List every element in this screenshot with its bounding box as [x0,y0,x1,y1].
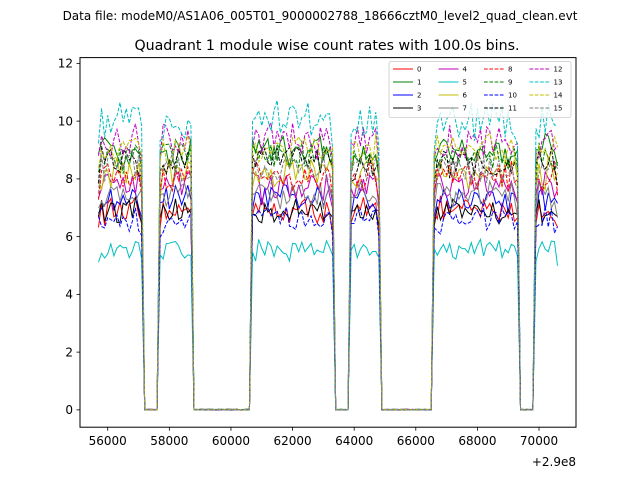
x-tick-label: 58000 [150,434,188,448]
series-line-1 [97,132,559,411]
plot-area: 56000 58000 60000 62000 64000 66000 68000 70000… [58,57,577,469]
x-tick-label: 66000 [397,434,435,448]
series-line-0 [97,195,558,411]
legend-label: 9 [508,79,512,87]
legend-label: 6 [463,92,468,100]
legend-label: 13 [554,79,563,87]
legend-label: 0 [417,66,421,74]
legend-label: 11 [508,105,517,113]
axes-frame [79,57,577,428]
figure-suptitle: Data file: modeM0/AS1A06_005T01_90000027… [63,9,578,23]
y-tick-label: 10 [58,114,73,128]
x-axis-offset-label: +2.9e8 [532,455,576,469]
legend-label: 5 [463,79,467,87]
y-tick-label: 6 [65,230,73,244]
legend-label: 4 [463,66,468,74]
x-tick-label: 70000 [520,434,558,448]
series-line-5 [98,237,559,411]
x-tick-label: 60000 [212,434,250,448]
series-line-7 [98,179,559,411]
series-line-3 [97,197,558,411]
series-line-4 [98,170,558,411]
legend-label: 2 [417,92,421,100]
y-tick-label: 2 [65,345,73,359]
series-line-2 [98,184,558,411]
legend-label: 15 [554,105,563,113]
series-line-14 [97,132,559,411]
chart-title: Quadrant 1 module wise count rates with … [134,38,519,54]
y-tick-label: 12 [58,57,73,71]
legend-label: 1 [417,79,421,87]
y-tick-label: 4 [65,288,73,302]
x-tick-label: 56000 [89,434,127,448]
legend-label: 12 [554,66,563,74]
y-tick-label: 8 [65,172,73,186]
x-tick-label: 64000 [335,434,373,448]
x-axis-ticks: 56000 58000 60000 62000 64000 66000 68000 70000 [89,427,558,448]
x-tick-label: 62000 [273,434,311,448]
x-tick-label: 68000 [458,434,496,448]
legend-label: 3 [417,105,421,113]
series-line-15 [97,147,558,411]
series-line-13 [97,100,558,411]
series-line-12 [97,121,558,411]
legend-label: 14 [554,92,563,100]
series-layer [97,100,559,411]
series-line-11 [97,146,559,411]
y-tick-label: 0 [65,403,73,417]
series-line-10 [98,205,558,411]
legend-label: 8 [508,66,512,74]
legend-label: 7 [463,105,467,113]
y-axis-ticks: 0 2 4 6 8 10 12 [58,57,80,417]
legend-label: 10 [508,92,517,100]
legend-box [388,61,572,118]
